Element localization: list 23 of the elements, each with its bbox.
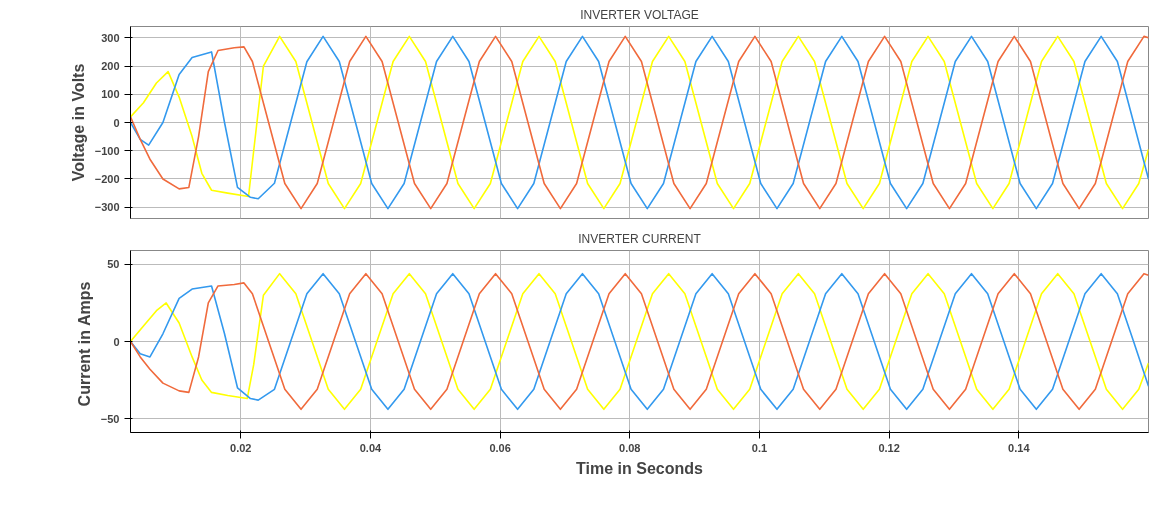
y-axis-title: Current in Amps: [75, 281, 93, 407]
y-tick-label: 100: [101, 88, 120, 101]
x-tick-label: 0.12: [878, 441, 900, 454]
x-tick-label: 0.14: [1008, 441, 1031, 454]
x-tick-label: 0.1: [751, 441, 768, 454]
y-axis-title: Voltage in Volts: [69, 63, 87, 182]
x-tick-label: 0.04: [359, 441, 382, 454]
y-tick-label: 300: [101, 31, 120, 44]
y-tick-label: 200: [101, 60, 120, 73]
y-tick-label: 0: [113, 335, 120, 348]
y-tick-label: −300: [94, 201, 120, 214]
chart-title: INVERTER CURRENT: [578, 231, 702, 246]
x-axis-title: Time in Seconds: [576, 459, 704, 477]
x-tick-label: 0.08: [619, 441, 641, 454]
y-tick-label: −200: [94, 172, 120, 185]
y-tick-label: −100: [94, 144, 120, 157]
y-tick-label: 0: [113, 116, 120, 129]
line-series: [130, 272, 1149, 411]
y-tick-label: −50: [100, 412, 120, 425]
y-tick-label: 50: [107, 258, 120, 271]
x-tick-label: 0.02: [230, 441, 252, 454]
x-tick-label: 0.06: [489, 441, 511, 454]
chart-title: INVERTER VOLTAGE: [580, 7, 699, 22]
